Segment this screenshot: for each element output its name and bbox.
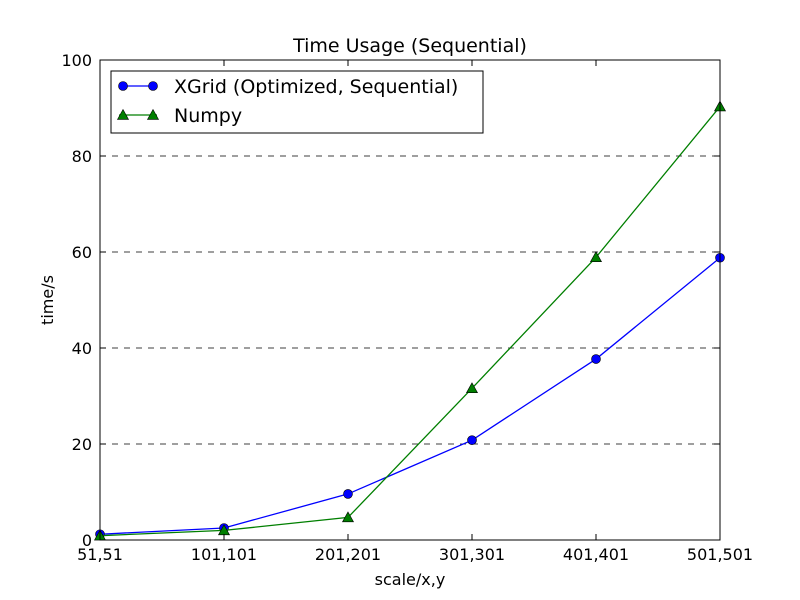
legend-box [110,70,484,134]
x-tick-label: 401,401 [563,545,629,564]
legend-label: XGrid (Optimized, Sequential) [174,76,458,98]
legend-marker-end [148,81,158,91]
legend-marker-start [118,81,128,91]
x-tick-label: 501,501 [687,545,753,564]
series-0 [95,252,725,540]
x-tick-label: 301,301 [439,545,505,564]
series-line [99,106,721,537]
data-point [591,354,601,364]
legend: XGrid (Optimized, Sequential) Numpy [110,70,484,134]
data-point [343,489,353,499]
x-tick-label: 51,51 [77,545,123,564]
x-tick-label: 201,201 [315,545,381,564]
y-tick-label: 20 [72,435,92,454]
x-tick-label: 101,101 [191,545,257,564]
plot-frame [99,59,721,541]
axis-ticks: 0 20 40 60 80 100 51,51 101,101 201,201 301,301 40… [61,51,753,564]
grid-lines [100,155,720,445]
y-tick-label: 40 [72,339,92,358]
x-axis-title: scale/x,y [375,570,446,589]
y-tick-label: 80 [72,147,92,166]
y-tick-label: 60 [72,243,92,262]
chart-title: Time Usage (Sequential) [292,35,527,57]
legend-marker-start [116,108,130,120]
data-point [467,435,477,445]
series-line [99,257,721,535]
y-tick-label: 0 [82,531,92,550]
series-1 [93,100,727,541]
data-point [341,511,355,523]
legend-marker-end [146,108,160,120]
legend-label: Numpy [174,105,242,127]
data-point [589,251,603,262]
y-tick-label: 100 [61,51,92,70]
y-axis-title: time/s [38,275,57,325]
data-point [465,382,479,394]
series-group [93,100,727,541]
